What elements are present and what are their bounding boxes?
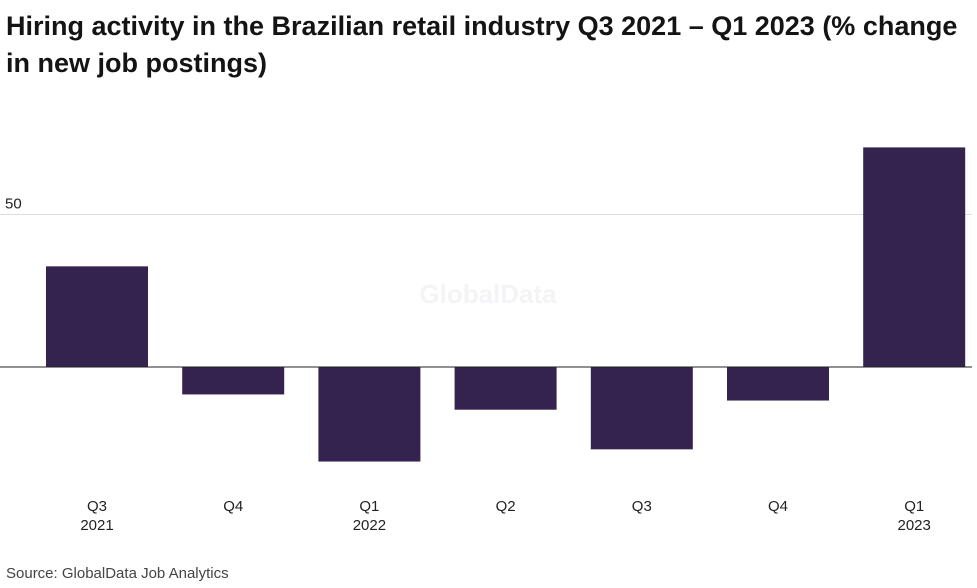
bars — [46, 147, 966, 462]
x-tick-label-line: Q1 — [359, 498, 379, 515]
x-tick-label-line: Q4 — [223, 498, 243, 515]
x-tick-label: Q2 — [496, 498, 516, 515]
bar-2 — [182, 367, 285, 395]
source-note: Source: GlobalData Job Analytics — [6, 565, 229, 582]
bar-4 — [454, 367, 557, 410]
bar-1 — [46, 266, 148, 367]
chart-title: Hiring activity in the Brazilian retail … — [6, 11, 958, 78]
x-tick-label: Q3 — [632, 498, 652, 515]
x-tick-label-line: 2021 — [80, 517, 113, 534]
x-tick-label: Q3 2021 — [80, 498, 113, 534]
bar-chart: GlobalData 50 Q3 2021 Q4 Q1 2022 Q2 Q3 Q4 Q1 2023 — [0, 147, 972, 534]
x-tick-label-line: 2022 — [353, 517, 386, 534]
bar-7 — [863, 147, 966, 367]
x-tick-label-line: Q3 — [632, 498, 652, 515]
x-tick-label: Q1 2022 — [353, 498, 386, 534]
x-tick-label-line: 2023 — [898, 517, 931, 534]
y-tick-label: 50 — [5, 196, 22, 213]
watermark-text: GlobalData — [419, 279, 557, 309]
bar-5 — [590, 367, 693, 450]
bar-3 — [318, 367, 421, 462]
x-tick-label: Q4 — [768, 498, 788, 515]
x-tick-label: Q4 — [223, 498, 243, 515]
x-tick-label: Q1 2023 — [898, 498, 931, 534]
x-tick-label-line: Q4 — [768, 498, 788, 515]
x-tick-label-line: Q1 — [904, 498, 924, 515]
x-tick-label-line: Q3 — [87, 498, 107, 515]
bar-6 — [727, 367, 829, 401]
x-axis-labels: Q3 2021 Q4 Q1 2022 Q2 Q3 Q4 Q1 2023 — [80, 498, 931, 534]
x-tick-label-line: Q2 — [496, 498, 516, 515]
gridlines: 50 — [0, 196, 972, 215]
